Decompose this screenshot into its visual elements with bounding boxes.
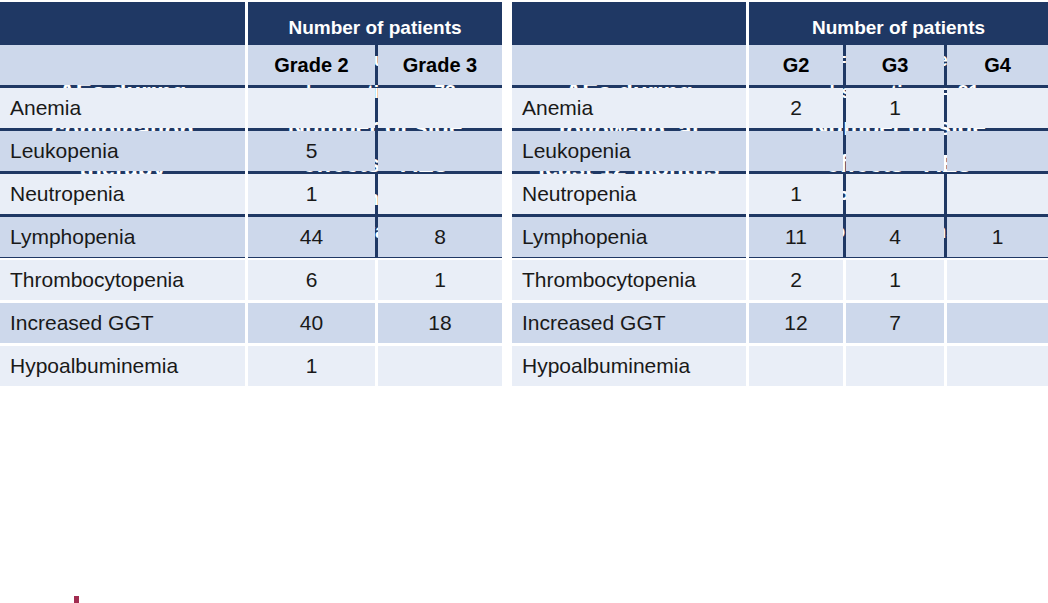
row-label: Neutropenia xyxy=(0,174,245,214)
cell-value: 1 xyxy=(846,88,944,128)
cell-value: 1 xyxy=(248,174,375,214)
cell-value xyxy=(947,303,1048,343)
row-label: Hypoalbuminemia xyxy=(0,346,245,386)
cell-value: 7 xyxy=(846,303,944,343)
table-combination-therapy: AEs during combination therapy Number of… xyxy=(0,2,502,386)
cell-value: 1 xyxy=(846,260,944,300)
cell-value xyxy=(846,174,944,214)
row-label: Increased GGT xyxy=(512,303,746,343)
row-label: Leukopenia xyxy=(512,131,746,171)
row-label: Anemia xyxy=(0,88,245,128)
followup-subheader-empty xyxy=(512,45,746,85)
cell-value: 5 xyxy=(248,131,375,171)
row-label: Neutropenia xyxy=(512,174,746,214)
row-label: Anemia xyxy=(512,88,746,128)
cell-value: 8 xyxy=(378,217,502,257)
cutoff-red-glyph-artifact xyxy=(74,596,79,603)
tables-container: AEs during combination therapy Number of… xyxy=(0,2,1048,386)
combination-col-header-grade2: Grade 2 xyxy=(248,45,375,85)
row-label: Leukopenia xyxy=(0,131,245,171)
cell-value: 40 xyxy=(248,303,375,343)
cell-value xyxy=(947,346,1048,386)
cell-value: 44 xyxy=(248,217,375,257)
cell-value xyxy=(947,88,1048,128)
cell-value xyxy=(378,131,502,171)
cell-value: 2 xyxy=(749,88,843,128)
cell-value: 1 xyxy=(378,260,502,300)
table-follow-up: AEs during follow-up, at least 12 months… xyxy=(512,2,1048,386)
cell-value: 12 xyxy=(749,303,843,343)
cell-value xyxy=(749,346,843,386)
cell-value xyxy=(378,174,502,214)
cell-value xyxy=(378,88,502,128)
cell-value: 4 xyxy=(846,217,944,257)
row-label: Lymphopenia xyxy=(512,217,746,257)
cell-value xyxy=(749,131,843,171)
slide-table-figure: AEs during combination therapy Number of… xyxy=(0,0,1048,603)
cell-value: 1 xyxy=(248,346,375,386)
cell-value xyxy=(846,346,944,386)
followup-col-header-g3: G3 xyxy=(846,45,944,85)
row-label: Lymphopenia xyxy=(0,217,245,257)
cell-value: 6 xyxy=(248,260,375,300)
row-label: Thrombocytopenia xyxy=(512,260,746,300)
cell-value: 2 xyxy=(749,260,843,300)
row-label: Thrombocytopenia xyxy=(0,260,245,300)
cell-value: 11 xyxy=(749,217,843,257)
cell-value xyxy=(947,174,1048,214)
cell-value: 1 xyxy=(749,174,843,214)
cell-value: 1 xyxy=(947,217,1048,257)
combination-subheader-empty xyxy=(0,45,245,85)
cell-value xyxy=(947,260,1048,300)
followup-col-header-g4: G4 xyxy=(947,45,1048,85)
cell-value: 18 xyxy=(378,303,502,343)
combination-col-header-grade3: Grade 3 xyxy=(378,45,502,85)
row-label: Hypoalbuminemia xyxy=(512,346,746,386)
cell-value xyxy=(378,346,502,386)
followup-col-header-g2: G2 xyxy=(749,45,843,85)
cell-value xyxy=(846,131,944,171)
cell-value xyxy=(947,131,1048,171)
row-label: Increased GGT xyxy=(0,303,245,343)
cell-value xyxy=(248,88,375,128)
